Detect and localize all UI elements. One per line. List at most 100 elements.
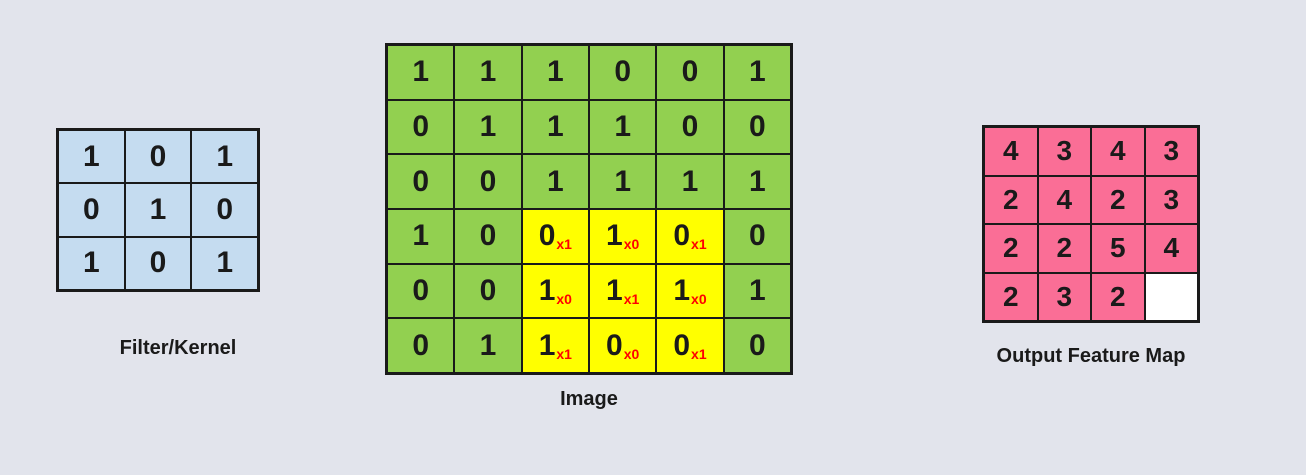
cell-value: 1 xyxy=(614,109,631,143)
cell-value: 1 xyxy=(412,55,429,89)
kernel-weight-subscript: x0 xyxy=(556,290,572,307)
cell-value: 0 xyxy=(538,219,556,253)
cell-value: 1 xyxy=(216,246,233,280)
image-grid: 1 1 1 0 0 1 0 1 1 1 0 0 0 0 1 1 1 1 1 0 0 x1 1 x0 0 x1 0 0 0 1 x0 1 x1 1 x… xyxy=(385,43,793,375)
output-cell-r2c0: 2 xyxy=(985,225,1037,272)
output-cell-r1c0: 2 xyxy=(985,176,1037,223)
cell-value: 1 xyxy=(479,55,497,89)
image-cell-r0c3: 0 xyxy=(590,46,656,99)
image-cell-r3c2: 0 x1 xyxy=(522,210,588,263)
cell-value: 0 xyxy=(748,328,766,362)
cell-value: 1 xyxy=(546,164,564,198)
cell-value: 2 xyxy=(1002,280,1019,312)
cell-value: 0 xyxy=(479,164,497,198)
image-cell-r5c0: 0 xyxy=(388,319,454,372)
image-cell-r3c5: 0 xyxy=(724,210,790,263)
cell-value: 2 xyxy=(1109,183,1126,215)
filter-cell-r1c2: 0 xyxy=(192,184,257,236)
output-cell-r3c0: 2 xyxy=(985,273,1037,320)
image-cell-r2c3: 1 xyxy=(590,155,656,208)
output-cell-r2c2: 5 xyxy=(1092,225,1144,272)
cell-value: 1 xyxy=(606,219,623,253)
cell-value: 1 xyxy=(748,273,766,307)
cell-value: 0 xyxy=(412,164,429,198)
image-cell-r1c0: 0 xyxy=(388,100,454,154)
cell-value: 0 xyxy=(673,219,691,253)
cell-value: 1 xyxy=(479,328,497,362)
cell-value: 3 xyxy=(1056,135,1073,167)
cell-value: 0 xyxy=(412,109,429,143)
image-cell-r5c3: 0 x0 xyxy=(590,319,656,372)
cell-value: 3 xyxy=(1163,183,1180,215)
image-cell-r3c0: 1 xyxy=(388,210,454,263)
cell-value: 0 xyxy=(681,109,699,143)
cell-value: 1 xyxy=(606,273,623,307)
cell-value: 0 xyxy=(673,328,691,362)
kernel-weight-subscript: x1 xyxy=(556,345,572,362)
image-cell-r2c2: 1 xyxy=(522,155,588,208)
filter-cell-r1c1: 1 xyxy=(125,184,191,236)
output-cell-r0c1: 3 xyxy=(1038,128,1090,175)
output-cell-r1c2: 2 xyxy=(1092,176,1144,223)
cell-value: 1 xyxy=(538,328,556,362)
cell-value: 2 xyxy=(1002,232,1019,264)
output-cell-r3c2: 2 xyxy=(1092,273,1144,320)
kernel-weight-subscript: x1 xyxy=(556,236,572,253)
image-cell-r3c1: 0 xyxy=(455,210,521,263)
output-cell-r0c3: 3 xyxy=(1145,128,1197,175)
cell-value: 0 xyxy=(479,219,497,253)
cell-value: 1 xyxy=(546,109,564,143)
cell-value: 1 xyxy=(412,219,429,253)
output-cell-r3c3 xyxy=(1145,273,1197,320)
filter-cell-r1c0: 0 xyxy=(59,184,124,236)
cell-value: 0 xyxy=(606,328,623,362)
image-cell-r0c5: 1 xyxy=(724,46,790,99)
image-cell-r4c0: 0 xyxy=(388,264,454,318)
filter-cell-r0c2: 1 xyxy=(192,131,257,183)
image-cell-r4c5: 1 xyxy=(724,264,790,318)
kernel-weight-subscript: x1 xyxy=(691,345,707,362)
image-cell-r5c1: 1 xyxy=(455,319,521,372)
cell-value: 1 xyxy=(748,164,766,198)
cell-value: 4 xyxy=(1109,135,1126,167)
filter-kernel-grid: 1 0 1 0 1 0 1 0 1 xyxy=(56,128,260,292)
filter-cell-r2c2: 1 xyxy=(192,237,257,289)
cell-value: 3 xyxy=(1163,135,1180,167)
kernel-weight-subscript: x1 xyxy=(691,236,707,253)
image-cell-r2c4: 1 xyxy=(657,155,723,208)
output-cell-r0c0: 4 xyxy=(985,128,1037,175)
cell-value: 0 xyxy=(614,55,631,89)
cell-value: 0 xyxy=(412,328,429,362)
cell-value: 1 xyxy=(546,55,564,89)
cell-value: 1 xyxy=(149,192,167,226)
cell-value: 0 xyxy=(82,192,100,226)
output-cell-r1c3: 3 xyxy=(1145,176,1197,223)
image-cell-r2c1: 0 xyxy=(455,155,521,208)
cell-value: 1 xyxy=(681,164,699,198)
image-cell-r1c5: 0 xyxy=(724,100,790,154)
output-cell-r0c2: 4 xyxy=(1092,128,1144,175)
image-cell-r0c1: 1 xyxy=(455,46,521,99)
image-cell-r0c4: 0 xyxy=(657,46,723,99)
output-cell-r2c1: 2 xyxy=(1038,225,1090,272)
cell-value: 1 xyxy=(82,139,100,173)
cell-value: 0 xyxy=(149,246,167,280)
filter-cell-r0c1: 0 xyxy=(125,131,191,183)
image-cell-r5c2: 1 x1 xyxy=(522,319,588,372)
image-cell-r4c4: 1 x0 xyxy=(657,264,723,318)
cell-value: 1 xyxy=(479,109,497,143)
cell-value: 0 xyxy=(216,192,233,226)
image-cell-r1c1: 1 xyxy=(455,100,521,154)
image-cell-r3c3: 1 x0 xyxy=(590,210,656,263)
kernel-weight-subscript: x0 xyxy=(691,290,707,307)
cell-value: 1 xyxy=(673,273,691,307)
image-cell-r2c0: 0 xyxy=(388,155,454,208)
cell-value: 1 xyxy=(538,273,556,307)
kernel-weight-subscript: x0 xyxy=(623,345,640,362)
cell-value: 5 xyxy=(1109,232,1126,264)
cell-value: 0 xyxy=(681,55,699,89)
cell-value: 0 xyxy=(149,139,167,173)
image-cell-r0c2: 1 xyxy=(522,46,588,99)
image-label: Image xyxy=(560,388,618,410)
